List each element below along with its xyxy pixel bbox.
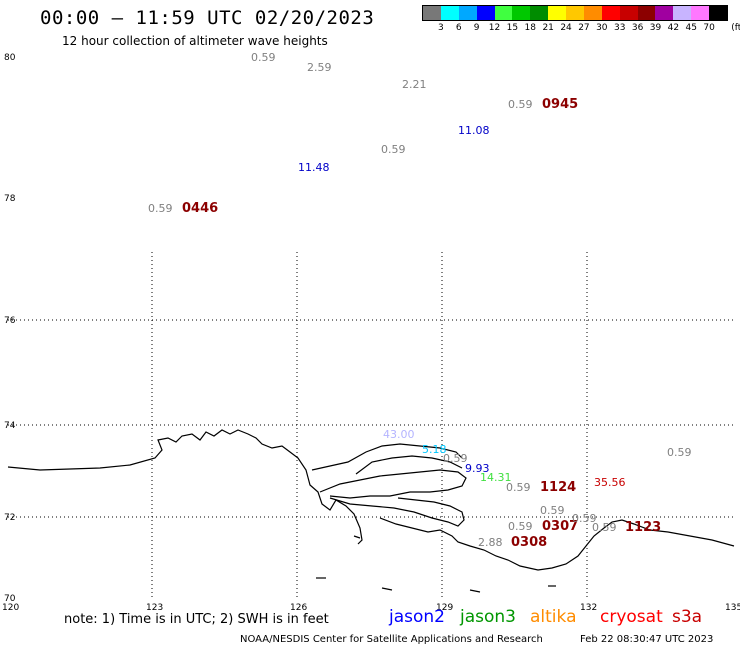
legend-altika: altika bbox=[530, 607, 577, 627]
color-swatch bbox=[583, 6, 602, 20]
color-scale-label: 15 bbox=[506, 23, 519, 33]
lon-label-132: 132 bbox=[580, 603, 597, 613]
delta-channel-2 bbox=[329, 497, 465, 527]
delta-channel-4 bbox=[311, 443, 463, 471]
wave-height-label: 0.59 bbox=[508, 520, 533, 533]
color-scale-label: 39 bbox=[649, 23, 662, 33]
wave-height-label: 0446 bbox=[182, 201, 218, 216]
wave-height-observations: 0.59 2.59 2.21 0.59 0945 11.08 0.59 11.48 0.59 04… bbox=[148, 51, 692, 550]
lat-label-80: 80 bbox=[4, 53, 16, 63]
wave-height-label: 9.93 bbox=[465, 462, 490, 475]
lat-label-72: 72 bbox=[4, 513, 15, 523]
wave-height-label: 0.59 bbox=[506, 481, 531, 494]
color-swatch bbox=[494, 6, 513, 20]
coastline-main bbox=[7, 429, 735, 571]
wave-height-label: 11.48 bbox=[298, 161, 330, 174]
wave-height-label: 5.18 bbox=[422, 443, 447, 456]
color-swatch bbox=[637, 6, 656, 20]
color-scale-label: 70 bbox=[703, 23, 715, 33]
color-swatch bbox=[619, 6, 638, 20]
color-scale-label: 42 bbox=[667, 23, 680, 33]
wave-height-label: 2.21 bbox=[402, 78, 427, 91]
color-scale-label: 21 bbox=[542, 23, 554, 33]
wave-height-label: 2.88 bbox=[478, 536, 503, 549]
legend-s3a: s3a bbox=[672, 607, 703, 627]
wave-height-label: 0308 bbox=[511, 535, 547, 550]
color-swatch bbox=[601, 6, 620, 20]
color-scale-label: 3 bbox=[438, 23, 444, 33]
color-swatch bbox=[566, 6, 584, 20]
color-swatch bbox=[548, 6, 566, 20]
color-swatch bbox=[655, 6, 674, 20]
wave-height-label: 2.59 bbox=[307, 61, 332, 74]
color-scale-label: 45 bbox=[685, 23, 697, 33]
legend-jason3: jason3 bbox=[460, 607, 516, 627]
wave-height-label: 43.00 bbox=[383, 428, 415, 441]
color-scale-label: 18 bbox=[524, 23, 537, 33]
coast-islet-2 bbox=[381, 587, 393, 591]
wave-height-label: 0.59 bbox=[540, 504, 565, 517]
coast-islet-3 bbox=[469, 589, 481, 593]
wave-height-label: 35.56 bbox=[594, 476, 626, 489]
coastline bbox=[7, 429, 735, 593]
color-scale-label: 6 bbox=[455, 23, 462, 33]
delta-channel-3 bbox=[355, 455, 463, 475]
wave-height-label: 0307 bbox=[542, 519, 578, 534]
wave-height-label: 0.59 bbox=[572, 512, 597, 525]
wave-height-label: 0.59 bbox=[381, 143, 406, 156]
wave-height-label: 14.31 bbox=[480, 471, 512, 484]
wave-height-label: 11.08 bbox=[458, 124, 490, 137]
wave-height-label: 0.59 bbox=[251, 51, 276, 64]
lon-label-129: 129 bbox=[436, 603, 453, 613]
lon-label-120: 120 bbox=[2, 603, 19, 613]
color-swatch bbox=[512, 6, 531, 20]
wave-height-label: 0.59 bbox=[667, 446, 692, 459]
wave-height-label: 1123 bbox=[625, 520, 661, 535]
lat-label-78: 78 bbox=[4, 194, 16, 204]
lon-label-126: 126 bbox=[290, 603, 307, 613]
color-scale-label: 24 bbox=[560, 23, 572, 33]
legend-cryosat: cryosat bbox=[600, 607, 663, 627]
lon-label-123: 123 bbox=[146, 603, 163, 613]
wave-height-label: 0.59 bbox=[148, 202, 173, 215]
color-scale-label: 27 bbox=[578, 23, 590, 33]
color-scale-swatches bbox=[422, 5, 728, 21]
footer-note: note: 1) Time is in UTC; 2) SWH is in fe… bbox=[64, 612, 329, 627]
color-scale-unit: (ft) bbox=[731, 23, 740, 33]
wave-height-label: 0945 bbox=[542, 97, 578, 112]
color-swatch bbox=[530, 6, 549, 20]
graticule bbox=[8, 252, 734, 600]
color-swatch bbox=[476, 6, 495, 20]
color-scale-label: 36 bbox=[631, 23, 644, 33]
footer-timestamp: Feb 22 08:30:47 UTC 2023 bbox=[580, 634, 714, 645]
wave-height-label: 0.59 bbox=[443, 452, 468, 465]
axis-labels: 80 78 76 74 72 70 120 123 126 129 132 13… bbox=[2, 53, 740, 613]
map-subtitle: 12 hour collection of altimeter wave hei… bbox=[62, 34, 328, 48]
lon-label-135: 135 bbox=[725, 603, 740, 613]
wave-height-label: 1124 bbox=[540, 480, 576, 495]
color-swatch bbox=[440, 6, 459, 20]
wave-height-label: 0.59 bbox=[508, 98, 533, 111]
color-scale-label: 30 bbox=[596, 23, 608, 33]
color-swatch bbox=[458, 6, 477, 20]
legend-jason2: jason2 bbox=[389, 607, 445, 627]
color-swatch bbox=[423, 6, 441, 20]
lat-label-70: 70 bbox=[4, 594, 16, 604]
color-scale-label: 33 bbox=[613, 23, 626, 33]
footer-credit: NOAA/NESDIS Center for Satellite Applica… bbox=[240, 634, 543, 645]
map-title: 00:00 – 11:59 UTC 02/20/2023 bbox=[40, 7, 375, 29]
color-scale-label: 9 bbox=[473, 23, 480, 33]
coast-islet-5 bbox=[353, 535, 361, 539]
wave-height-label: 0.59 bbox=[592, 521, 617, 534]
lat-label-76: 76 bbox=[4, 316, 16, 326]
color-swatch bbox=[673, 6, 692, 20]
color-swatch bbox=[691, 6, 709, 20]
color-swatch bbox=[709, 6, 727, 20]
color-scale-label: 12 bbox=[488, 23, 501, 33]
delta-channel-1 bbox=[319, 469, 467, 499]
lat-label-74: 74 bbox=[4, 421, 16, 431]
